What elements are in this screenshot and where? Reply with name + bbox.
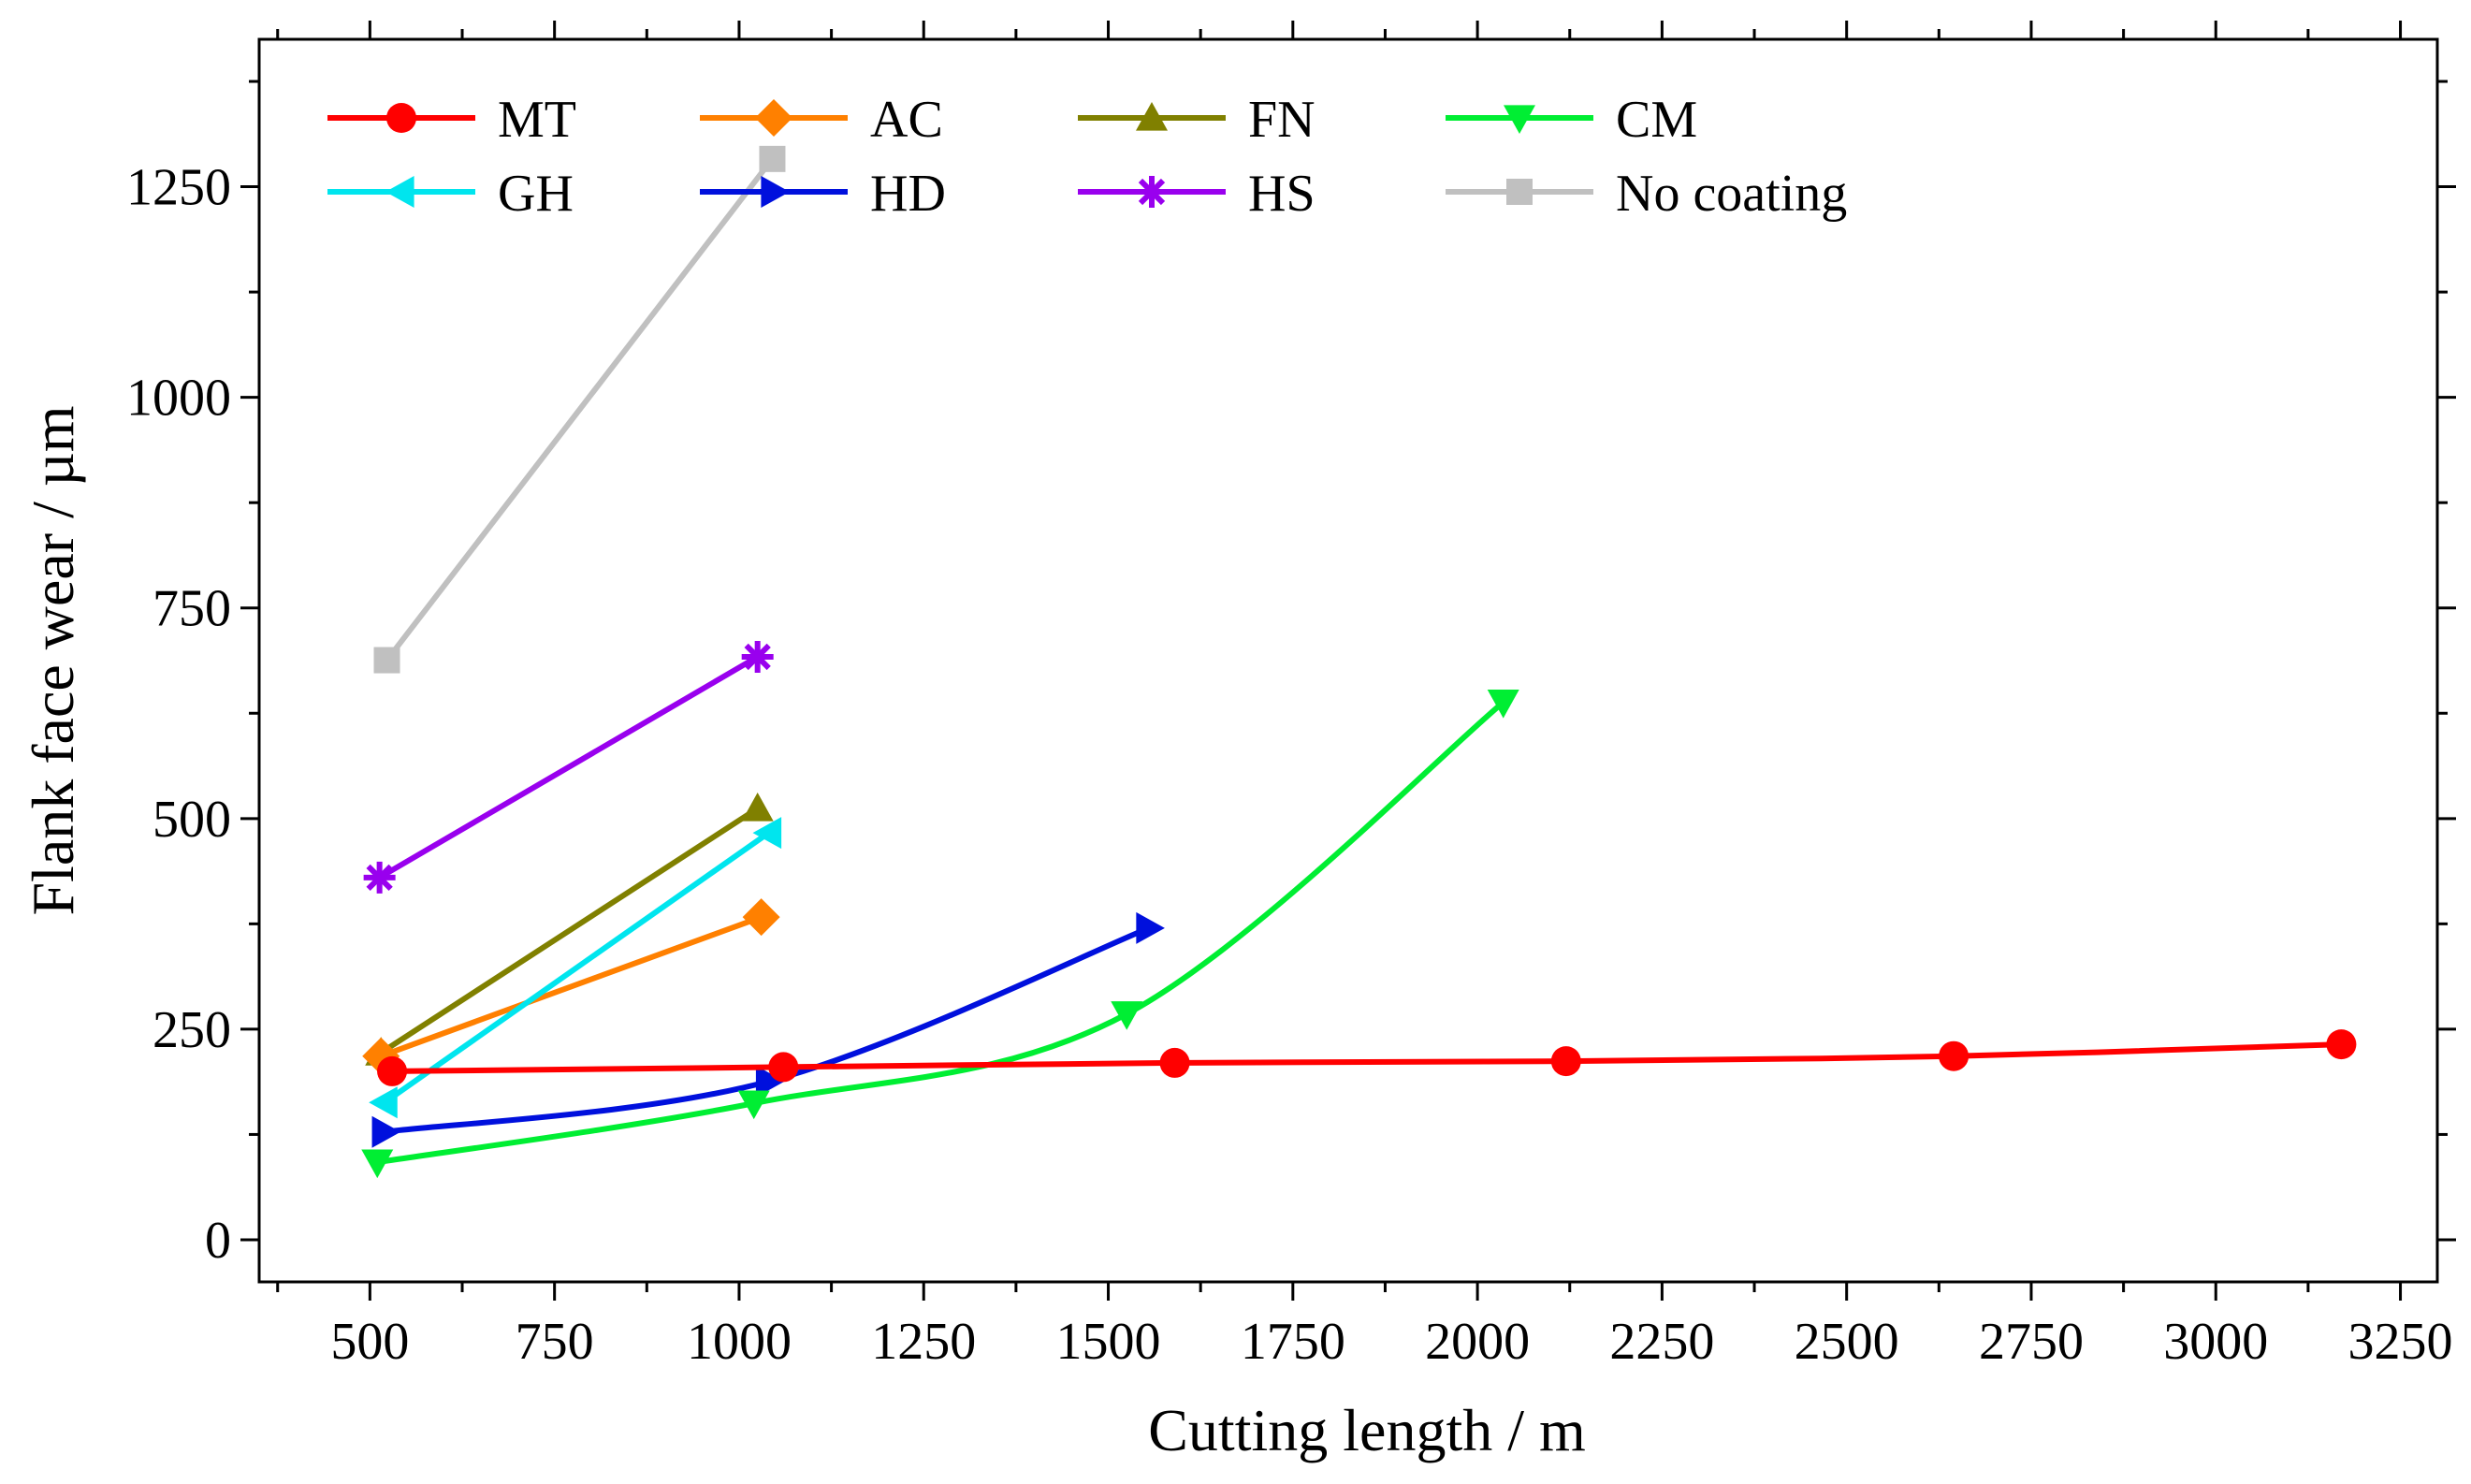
legend-label-mt: MT [498, 91, 576, 149]
data-point-cm [1487, 689, 1519, 719]
data-point-cm [361, 1149, 394, 1179]
y-tick-label: 1000 [126, 370, 231, 428]
y-tick-label: 0 [205, 1212, 231, 1270]
legend-item-hs: HS [1078, 165, 1315, 223]
data-point-gh [369, 1086, 398, 1119]
legend-marker-fn [1136, 102, 1168, 131]
series-fn [365, 793, 774, 1066]
series-line-mt [392, 1041, 2342, 1074]
data-point-hd [755, 1065, 785, 1098]
series-line-cm [376, 700, 1505, 1166]
data-point-no-coating [373, 647, 400, 674]
data-point-cm [1111, 1001, 1143, 1030]
data-point-gh [752, 817, 782, 850]
legend-marker-no-coating [1506, 179, 1533, 205]
data-point-ac [742, 898, 780, 937]
data-point-mt [1939, 1040, 1970, 1071]
axes-layer: 500 750 1000 1250 1500 1750 2000 2250 2500 2750 30… [126, 21, 2456, 1371]
series-layer [361, 145, 2357, 1179]
x-tick-label: 1750 [1241, 1313, 1345, 1371]
series-line-gh [383, 830, 771, 1105]
legend-label-hd: HD [870, 165, 946, 223]
legend-marker-mt [386, 103, 416, 133]
series-cm [361, 689, 1519, 1179]
legend-label-cm: CM [1616, 91, 1697, 149]
x-tick-label: 2250 [1609, 1313, 1714, 1371]
legend-item-ac: AC [700, 91, 943, 149]
legend-item-fn: FN [1078, 91, 1315, 149]
data-point-mt [377, 1055, 408, 1086]
legend-item-no-coating: No coating [1446, 165, 1847, 223]
x-tick-label: 1250 [871, 1313, 976, 1371]
data-point-cm [737, 1090, 770, 1120]
x-tick-label: 3000 [2163, 1313, 2268, 1371]
legend-marker-hs [1136, 176, 1168, 208]
data-point-hd [1136, 911, 1165, 944]
legend-marker-hd [761, 176, 790, 208]
data-point-hd [371, 1115, 401, 1148]
legend-label-fn: FN [1248, 91, 1315, 149]
legend-label-no-coating: No coating [1616, 165, 1847, 223]
x-tick-label: 1500 [1056, 1313, 1161, 1371]
y-tick-label: 500 [153, 791, 231, 849]
series-line-no-coating [385, 157, 775, 662]
x-tick-label: 3250 [2348, 1313, 2453, 1371]
data-point-mt [2326, 1029, 2357, 1060]
data-point-fn [741, 793, 774, 822]
series-hs [363, 640, 774, 894]
data-point-hs [741, 640, 774, 673]
x-tick-label: 500 [330, 1313, 409, 1371]
series-no-coating [373, 145, 786, 674]
legend-item-mt: MT [327, 91, 576, 149]
legend-marker-gh [385, 176, 414, 208]
y-tick-label: 250 [153, 1001, 231, 1059]
x-tick-label: 2500 [1795, 1313, 1899, 1371]
x-tick-label: 1000 [687, 1313, 792, 1371]
data-point-mt [768, 1052, 799, 1083]
x-tick-label: 750 [516, 1313, 594, 1371]
data-point-no-coating [759, 145, 786, 172]
legend-item-cm: CM [1446, 91, 1697, 149]
legend-label-ac: AC [870, 91, 943, 149]
legend-label-gh: GH [498, 165, 574, 223]
series-mt [377, 1029, 2357, 1086]
legend: MT AC FN CM GH HD HS No coating [327, 91, 1847, 223]
series-ac [362, 898, 780, 1075]
legend-item-hd: HD [700, 165, 946, 223]
y-tick-label: 750 [153, 580, 231, 638]
data-point-hs [363, 861, 396, 894]
series-gh [369, 817, 782, 1119]
y-axis-title: Flank face wear / µm [20, 405, 86, 915]
series-line-fn [379, 806, 760, 1055]
x-tick-label: 2000 [1425, 1313, 1530, 1371]
data-point-mt [1159, 1047, 1190, 1078]
legend-item-gh: GH [327, 165, 574, 223]
legend-marker-ac [755, 99, 792, 137]
x-axis-title: Cutting length / m [1148, 1397, 1586, 1463]
legend-label-hs: HS [1248, 165, 1315, 223]
legend-marker-cm [1504, 105, 1535, 134]
y-tick-label: 1250 [126, 159, 231, 217]
data-point-mt [1550, 1046, 1581, 1077]
plot-frame [257, 37, 2439, 1284]
series-hd [371, 911, 1165, 1148]
series-line-hs [378, 654, 760, 880]
x-tick-label: 2750 [1979, 1313, 2084, 1371]
series-line-ac [380, 914, 763, 1059]
